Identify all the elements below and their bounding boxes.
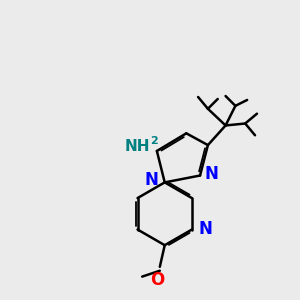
Text: N: N: [199, 220, 213, 238]
Text: 2: 2: [150, 136, 158, 146]
Text: N: N: [205, 165, 219, 183]
Text: NH: NH: [124, 139, 150, 154]
Text: N: N: [145, 171, 159, 189]
Text: O: O: [150, 271, 164, 289]
